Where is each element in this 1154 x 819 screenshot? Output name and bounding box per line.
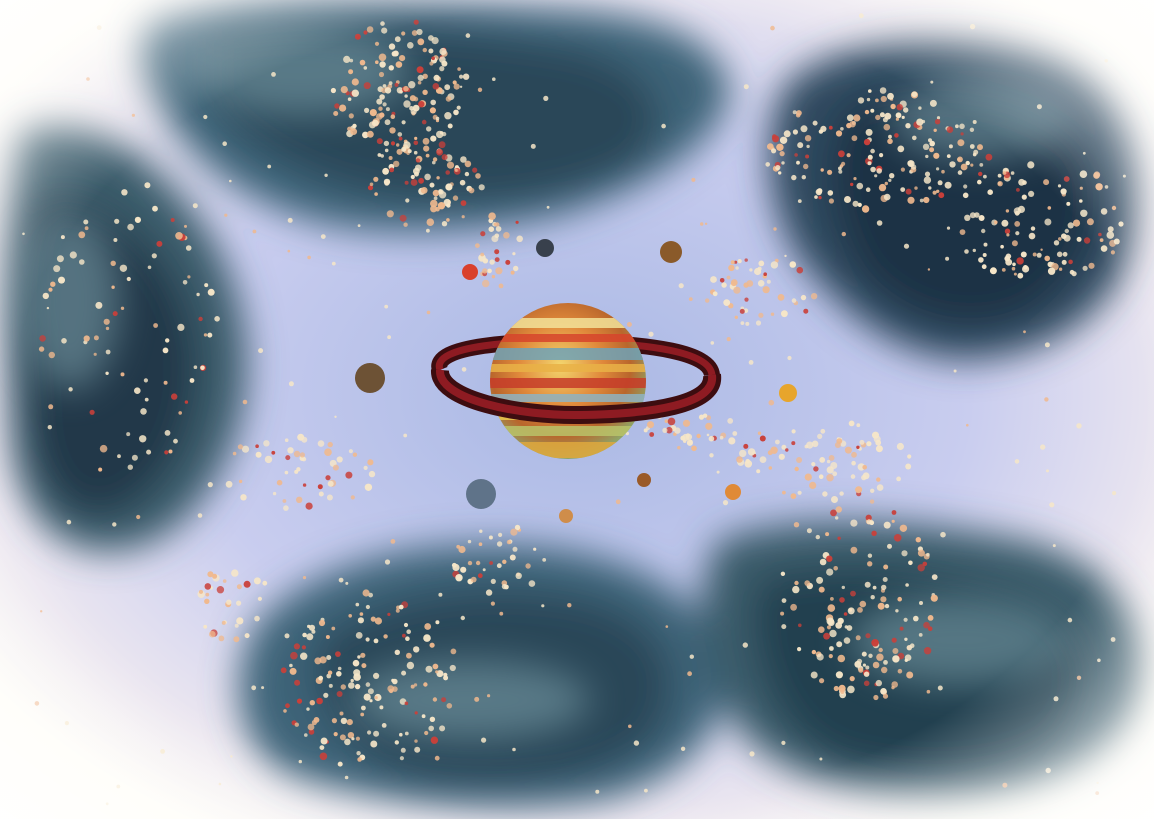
vignette xyxy=(0,0,1154,819)
space-painting xyxy=(0,0,1154,819)
